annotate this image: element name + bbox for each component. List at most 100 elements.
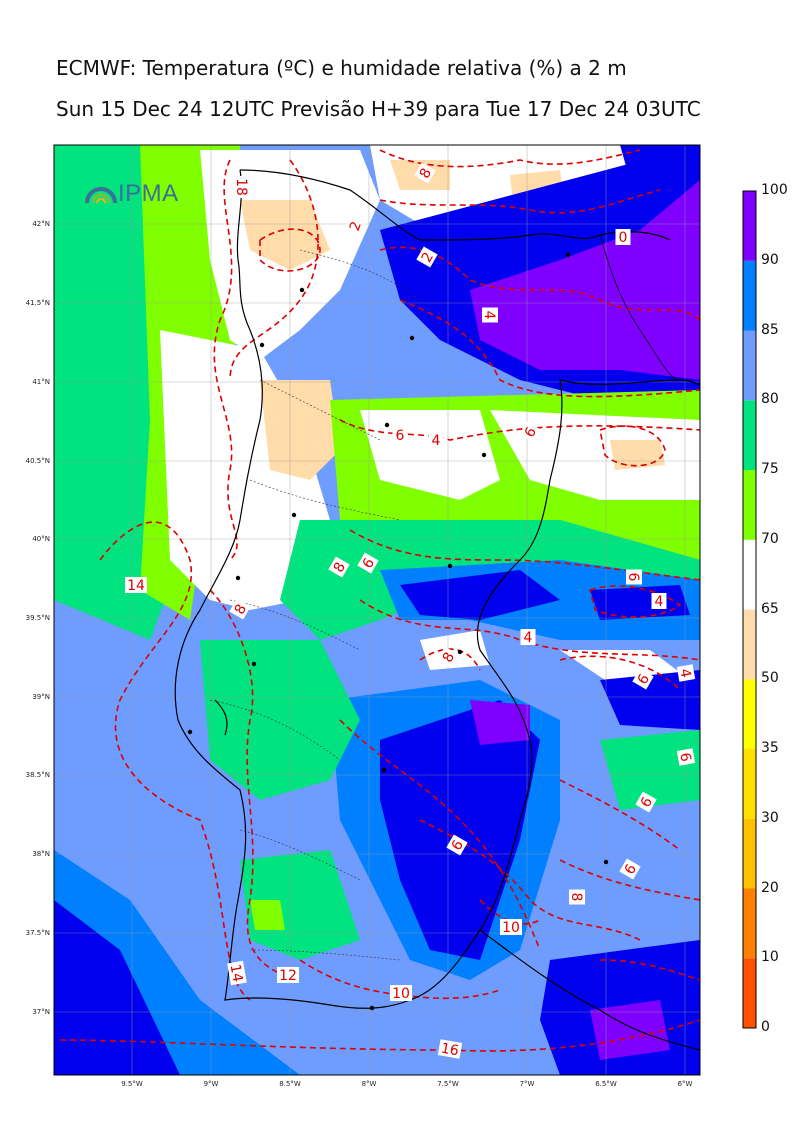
contour-label: 14 bbox=[125, 577, 147, 594]
map-title: ECMWF: Temperatura (ºC) e humidade relat… bbox=[56, 56, 627, 80]
longitude-tick-label: 8.5°W bbox=[279, 1080, 301, 1088]
contour-label: 6 bbox=[619, 858, 641, 880]
svg-text:4: 4 bbox=[432, 433, 441, 449]
colorbar-segment bbox=[743, 679, 756, 749]
contour-label: 6 bbox=[357, 552, 379, 574]
longitude-tick-label: 7°W bbox=[520, 1080, 535, 1088]
colorbar-label: 80 bbox=[761, 391, 779, 408]
contour-label: 12 bbox=[277, 967, 299, 984]
longitude-ticks: 9.5°W 9°W 8.5°W 8°W 7.5°W 7°W 6.5°W 6°W bbox=[121, 1080, 692, 1088]
colorbar-segment bbox=[743, 539, 756, 610]
svg-text:14: 14 bbox=[227, 963, 246, 983]
svg-text:8: 8 bbox=[568, 893, 584, 902]
district-borders bbox=[209, 249, 421, 961]
longitude-tick-label: 9.5°W bbox=[121, 1080, 143, 1088]
contour-label: 4 bbox=[520, 629, 536, 646]
svg-text:0: 0 bbox=[619, 230, 628, 246]
colorbar-label: 90 bbox=[761, 251, 779, 268]
latitude-ticks: 42°N 41.5°N 41°N 40.5°N 40°N 39.5°N 39°N 38.5°N… bbox=[26, 220, 50, 1016]
contour-label: 8 bbox=[437, 646, 459, 668]
svg-text:4: 4 bbox=[481, 311, 497, 320]
city-markers bbox=[187, 252, 609, 1011]
map-frame bbox=[53, 144, 701, 1076]
contour-label: 16 bbox=[437, 1039, 463, 1060]
latitude-tick-label: 41.5°N bbox=[26, 299, 50, 307]
svg-text:6: 6 bbox=[625, 573, 641, 582]
contour-label: 14 bbox=[227, 960, 247, 986]
contour-label: 6 bbox=[676, 748, 696, 766]
ipma-rainbow-icon bbox=[85, 187, 117, 204]
contour-label: 4 bbox=[428, 432, 444, 449]
longitude-tick-label: 6°W bbox=[678, 1080, 693, 1088]
colorbar-label: 85 bbox=[761, 321, 779, 338]
svg-text:10: 10 bbox=[502, 920, 520, 936]
svg-text:4: 4 bbox=[655, 594, 664, 610]
lat-lon-grid bbox=[54, 145, 700, 1075]
temperature-contours bbox=[59, 149, 700, 1052]
svg-text:6: 6 bbox=[676, 751, 693, 763]
latitude-tick-label: 41°N bbox=[32, 378, 50, 386]
svg-text:10: 10 bbox=[392, 986, 410, 1002]
colorbar-label: 10 bbox=[761, 949, 779, 966]
latitude-tick-label: 37°N bbox=[32, 1008, 50, 1016]
svg-text:6: 6 bbox=[396, 428, 405, 444]
contour-label: 10 bbox=[500, 919, 522, 936]
coastline bbox=[174, 169, 701, 1051]
colorbar-label: 35 bbox=[761, 740, 779, 756]
contour-label: 6 bbox=[625, 569, 642, 585]
svg-text:4: 4 bbox=[524, 630, 533, 646]
latitude-tick-label: 38.5°N bbox=[26, 771, 50, 779]
longitude-tick-label: 6.5°W bbox=[595, 1080, 617, 1088]
longitude-tick-label: 9°W bbox=[204, 1080, 219, 1088]
colorbar-label: 30 bbox=[761, 809, 779, 826]
colorbar-label: 75 bbox=[761, 461, 779, 477]
contour-label: 8 bbox=[414, 162, 436, 184]
contour-label: 0 bbox=[615, 229, 631, 246]
colorbar-segment bbox=[743, 260, 756, 331]
svg-text:4: 4 bbox=[676, 667, 693, 679]
contour-label: 6 bbox=[446, 834, 468, 856]
colorbar-label: 70 bbox=[761, 530, 779, 547]
longitude-tick-label: 8°W bbox=[362, 1080, 377, 1088]
latitude-tick-label: 38°N bbox=[32, 850, 50, 858]
contour-label: 18 bbox=[233, 176, 250, 198]
svg-text:16: 16 bbox=[440, 1041, 460, 1060]
svg-text:14: 14 bbox=[127, 578, 145, 594]
latitude-tick-label: 42°N bbox=[32, 220, 50, 228]
contour-label: 4 bbox=[651, 593, 667, 610]
colorbar-label: 0 bbox=[761, 1019, 770, 1035]
colorbar-segment bbox=[743, 888, 756, 959]
colorbar-segment bbox=[743, 958, 756, 1028]
colorbar-segment bbox=[743, 191, 756, 261]
colorbar-label: 20 bbox=[761, 879, 779, 896]
humidity-colorbar bbox=[742, 190, 757, 1029]
humidity-field bbox=[54, 145, 700, 1075]
contour-label: 6 bbox=[392, 427, 408, 444]
latitude-tick-label: 40°N bbox=[32, 535, 50, 543]
contour-label: 6 bbox=[635, 791, 657, 813]
colorbar-segment bbox=[743, 400, 756, 470]
colorbar-label: 50 bbox=[761, 670, 779, 687]
colorbar-label: 100 bbox=[761, 182, 788, 198]
contour-label: 8 bbox=[328, 556, 350, 578]
ipma-logo: IPMA bbox=[84, 180, 179, 208]
colorbar-segment bbox=[743, 818, 756, 889]
contour-label: 2 bbox=[344, 216, 366, 236]
latitude-tick-label: 39.5°N bbox=[26, 614, 50, 622]
colorbar-segment bbox=[743, 609, 756, 680]
svg-text:12: 12 bbox=[279, 968, 297, 984]
colorbar-frame bbox=[742, 190, 757, 1029]
colorbar-segment bbox=[743, 470, 756, 540]
colorbar-segment bbox=[743, 749, 756, 819]
colorbar-segment bbox=[743, 330, 756, 401]
latitude-tick-label: 40.5°N bbox=[26, 457, 50, 465]
contour-label: 10 bbox=[390, 985, 412, 1002]
forecast-subtitle: Sun 15 Dec 24 12UTC Previsão H+39 para T… bbox=[56, 97, 701, 121]
contour-label: 6 bbox=[519, 421, 541, 443]
contour-label: 6 bbox=[632, 668, 654, 690]
contour-label: 4 bbox=[481, 307, 498, 323]
contour-label: 8 bbox=[568, 889, 585, 905]
latitude-tick-label: 37.5°N bbox=[26, 929, 50, 937]
